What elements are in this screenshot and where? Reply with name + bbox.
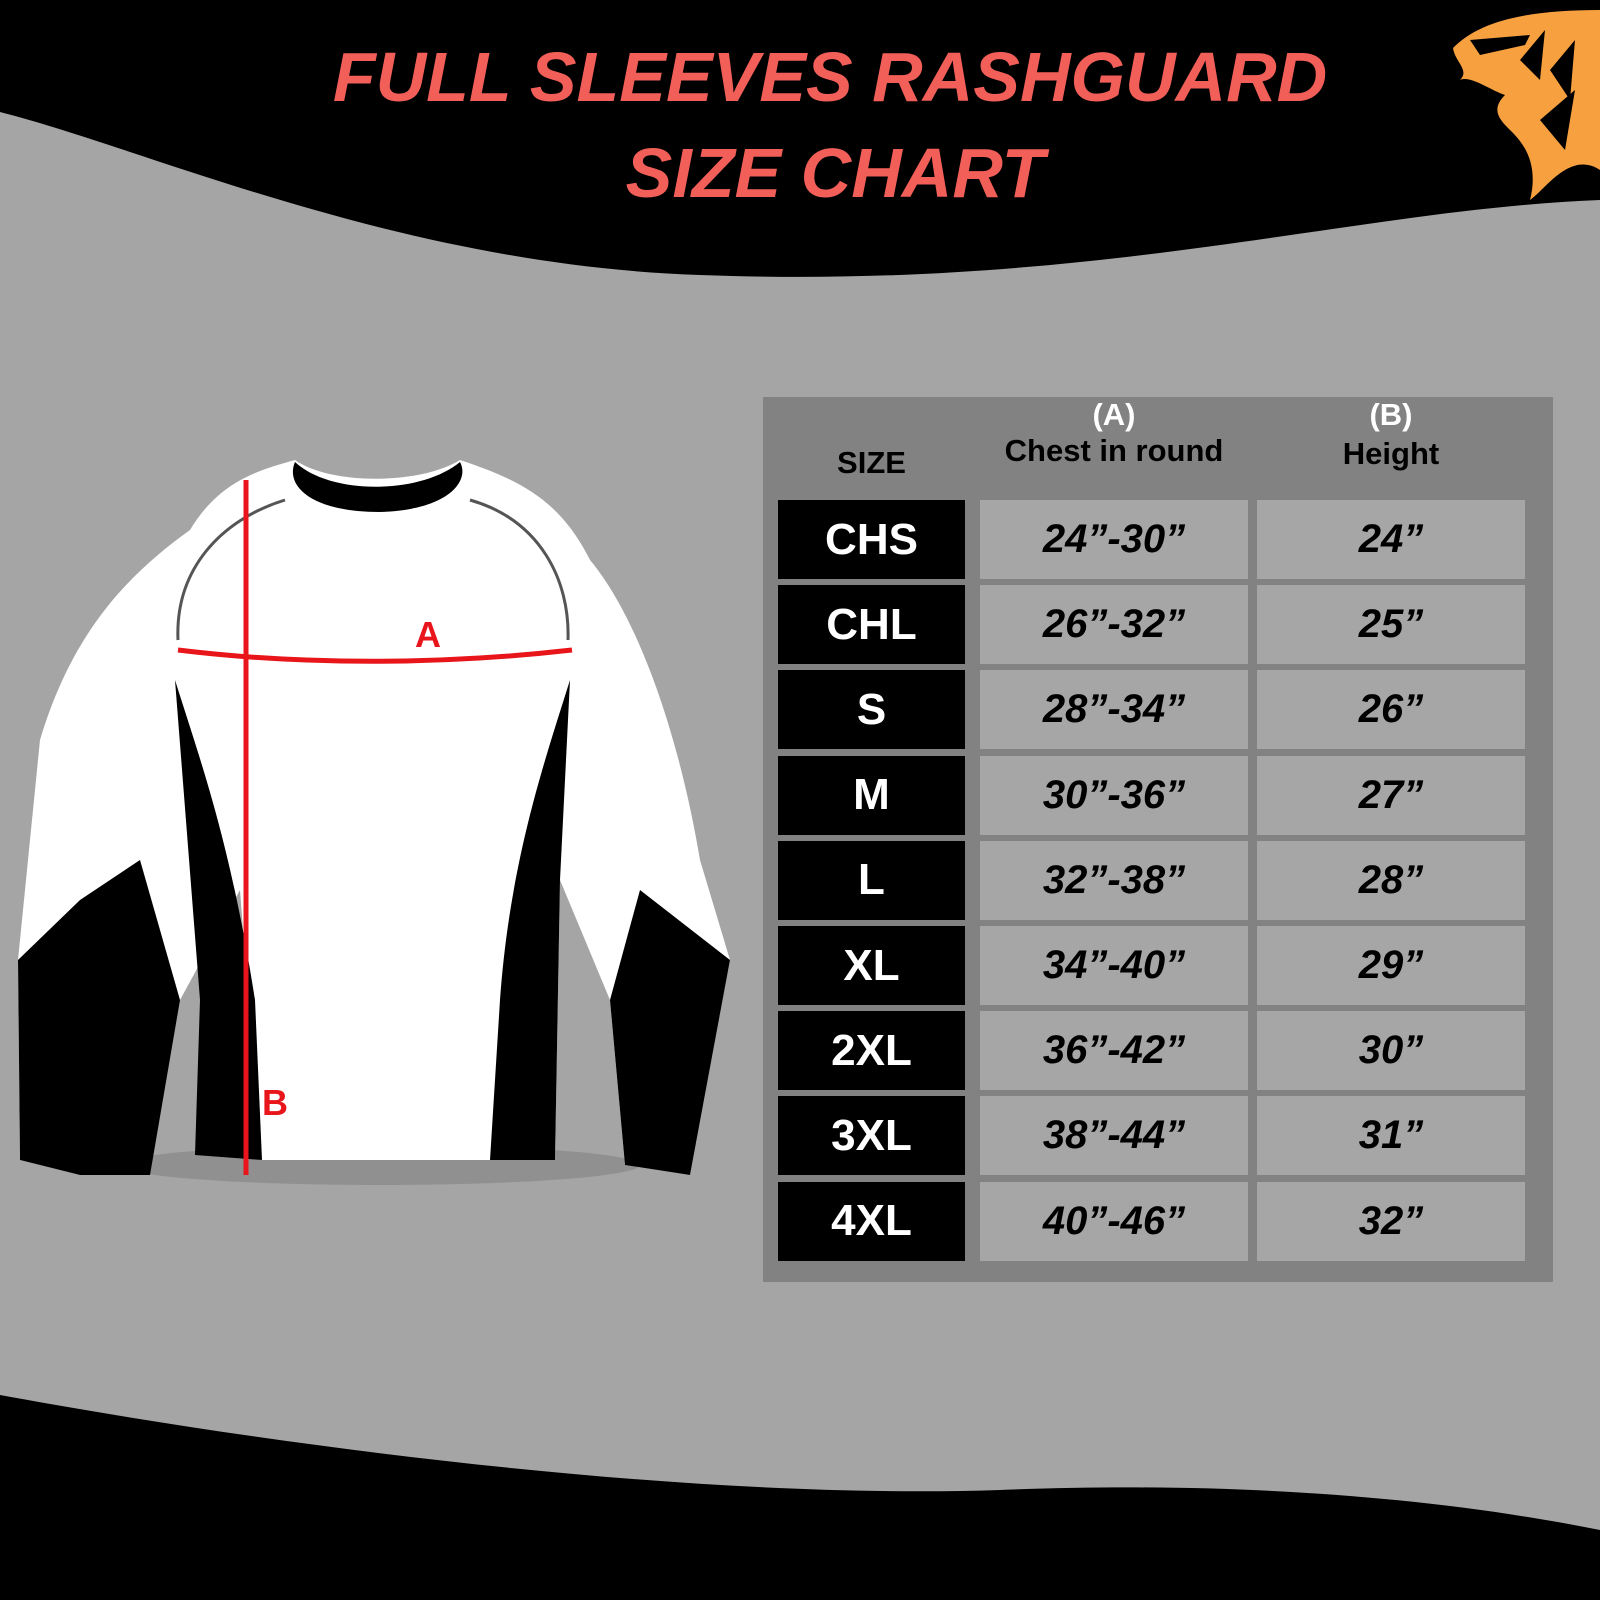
size-cell: CHL [778, 585, 965, 665]
header-height: (B) Height [1257, 397, 1525, 472]
size-cell: XL [778, 926, 965, 1005]
size-cell: L [778, 840, 965, 920]
size-cell: CHS [778, 500, 965, 579]
label-a: A [415, 614, 441, 655]
header-height-label: Height [1342, 436, 1440, 471]
header-height-letter: (B) [1369, 397, 1413, 432]
chest-cell: 40”-46” [980, 1181, 1248, 1261]
chest-cell: 32”-38” [980, 840, 1248, 920]
table-row: M 30”-36” 27” [778, 755, 1528, 835]
table-row: CHS 24”-30” 24” [778, 500, 1528, 579]
shirt-illustration [18, 460, 730, 1175]
tiger-logo-icon [1453, 10, 1600, 200]
height-cell: 27” [1257, 755, 1525, 835]
height-cell: 26” [1257, 670, 1525, 750]
chest-cell: 24”-30” [980, 500, 1248, 579]
title-line-2: SIZE CHART [625, 134, 1045, 212]
top-wave [0, 0, 1600, 277]
chest-cell: 38”-44” [980, 1096, 1248, 1176]
table-row: CHL 26”-32” 25” [778, 585, 1528, 665]
table-row: XL 34”-40” 29” [778, 926, 1528, 1005]
table-row: 3XL 38”-44” 31” [778, 1096, 1528, 1176]
rashguard-diagram: A B [18, 460, 730, 1185]
chest-cell: 28”-34” [980, 670, 1248, 750]
height-cell: 30” [1257, 1011, 1525, 1091]
size-cell: M [778, 755, 965, 835]
header-chest-letter: (A) [1092, 397, 1136, 432]
chest-cell: 30”-36” [980, 755, 1248, 835]
height-cell: 25” [1257, 585, 1525, 665]
title-line-1: FULL SLEEVES RASHGUARD [332, 38, 1328, 116]
chest-cell: 36”-42” [980, 1011, 1248, 1091]
size-cell: 3XL [778, 1096, 965, 1176]
height-cell: 32” [1257, 1181, 1525, 1261]
bottom-wave [0, 1395, 1600, 1600]
height-cell: 31” [1257, 1096, 1525, 1176]
table-row: 2XL 36”-42” 30” [778, 1011, 1528, 1091]
header-chest: (A) Chest in round [980, 397, 1248, 469]
chest-measure-line [177, 647, 573, 664]
chest-cell: 34”-40” [980, 926, 1248, 1005]
height-cell: 28” [1257, 840, 1525, 920]
height-cell: 29” [1257, 926, 1525, 1005]
header-size: SIZE [837, 445, 906, 480]
table-row: L 32”-38” 28” [778, 840, 1528, 920]
header-chest-label: Chest in round [1004, 433, 1224, 468]
size-cell: 4XL [778, 1181, 965, 1261]
size-table: SIZE (A) Chest in round (B) Height CHS 24… [763, 397, 1553, 1282]
table-row: S 28”-34” 26” [778, 670, 1528, 750]
chest-cell: 26”-32” [980, 585, 1248, 665]
label-b: B [262, 1082, 288, 1123]
table-row: 4XL 40”-46” 32” [778, 1181, 1528, 1261]
size-cell: S [778, 670, 965, 750]
height-cell: 24” [1257, 500, 1525, 579]
size-cell: 2XL [778, 1011, 965, 1091]
